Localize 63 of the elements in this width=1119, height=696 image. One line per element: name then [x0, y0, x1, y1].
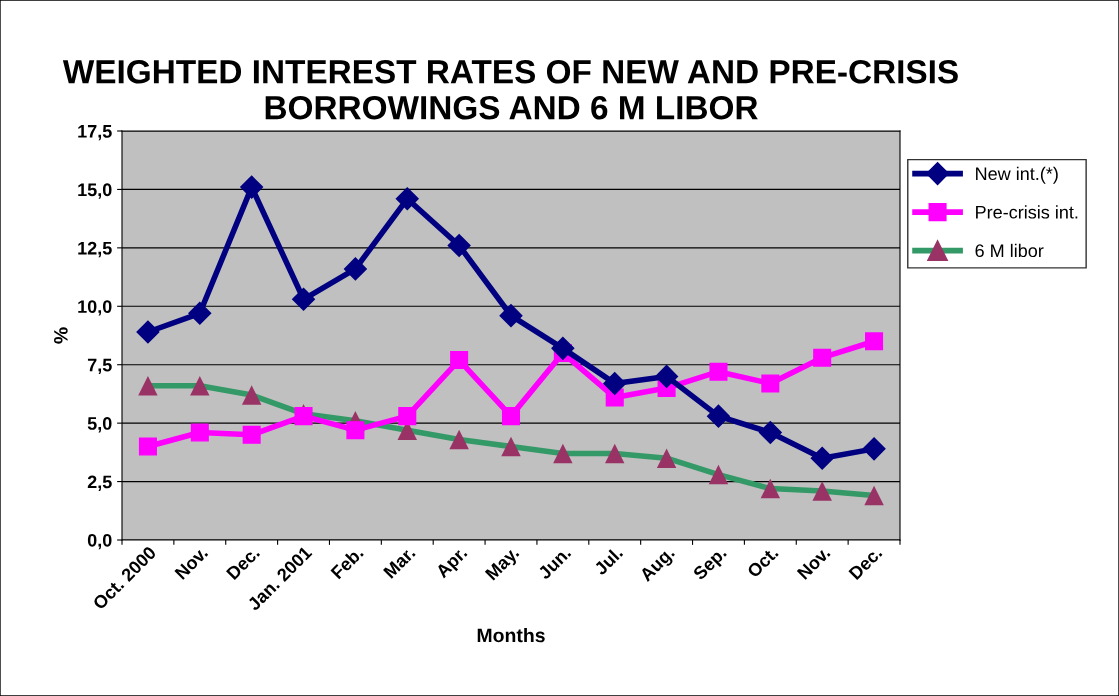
point	[190, 376, 210, 396]
legend-label: 6 M libor	[975, 243, 1044, 258]
x-tick-label: Dec.	[226, 546, 261, 581]
point	[395, 187, 419, 211]
x-tick-label: Feb.	[330, 545, 364, 580]
y-tick-label: 17,5	[78, 125, 112, 141]
point	[656, 448, 677, 468]
x-tick-label: Dec.	[848, 546, 883, 581]
y-tick-label: 2,5	[87, 475, 112, 491]
point	[551, 336, 575, 360]
y-tick-label: 5,0	[87, 417, 112, 433]
point	[450, 351, 469, 370]
point	[447, 234, 471, 258]
point	[862, 437, 886, 461]
point	[398, 407, 417, 426]
x-tick-label: Mar.	[383, 546, 416, 579]
point	[603, 371, 627, 395]
point	[709, 362, 728, 381]
x-tick-label: Oct.	[746, 545, 779, 579]
point	[343, 257, 367, 281]
y-tick-label: 15,0	[78, 183, 112, 199]
legend-label: Pre-crisis int.	[976, 205, 1078, 219]
point	[865, 332, 884, 351]
point	[708, 464, 729, 485]
x-tick-label: Apr.	[435, 546, 471, 582]
x-tick-label: Sep.	[692, 545, 730, 584]
point	[812, 481, 832, 501]
point	[242, 425, 261, 444]
point	[190, 423, 209, 442]
point	[449, 429, 469, 450]
y-tick-label: 12,5	[78, 241, 112, 258]
point	[761, 374, 780, 393]
point	[499, 304, 523, 328]
x-axis-title: Months	[477, 628, 545, 643]
point	[758, 420, 782, 444]
x-tick-label: Nov.	[796, 546, 831, 580]
chart-title: WEIGHTED INTEREST RATES OF NEW AND PRE-CRISIS BORROWINGS AND 6 M LIBOR	[62, 59, 958, 120]
point	[240, 175, 264, 199]
point	[138, 376, 158, 396]
x-tick-label: Jul.	[592, 545, 624, 576]
point	[241, 385, 262, 405]
point	[605, 443, 625, 464]
point	[655, 364, 679, 388]
y-axis-title: %	[54, 327, 68, 344]
y-tick-label: 10,0	[78, 300, 112, 316]
point	[553, 443, 573, 464]
point	[864, 485, 884, 506]
point	[706, 404, 730, 428]
point	[136, 320, 160, 344]
point	[813, 348, 832, 367]
point	[501, 407, 521, 426]
y-tick-label: 0,0	[87, 533, 112, 550]
y-tick-label: 7,5	[87, 358, 112, 375]
point	[501, 436, 521, 457]
point	[138, 437, 157, 456]
point	[760, 478, 781, 499]
point	[810, 446, 834, 470]
point	[346, 421, 365, 440]
x-tick-label: Jun.	[537, 546, 572, 581]
x-tick-label: Nov.	[174, 546, 209, 580]
point	[188, 301, 212, 325]
point	[292, 287, 316, 311]
legend-label: New int.(*)	[976, 166, 1058, 184]
